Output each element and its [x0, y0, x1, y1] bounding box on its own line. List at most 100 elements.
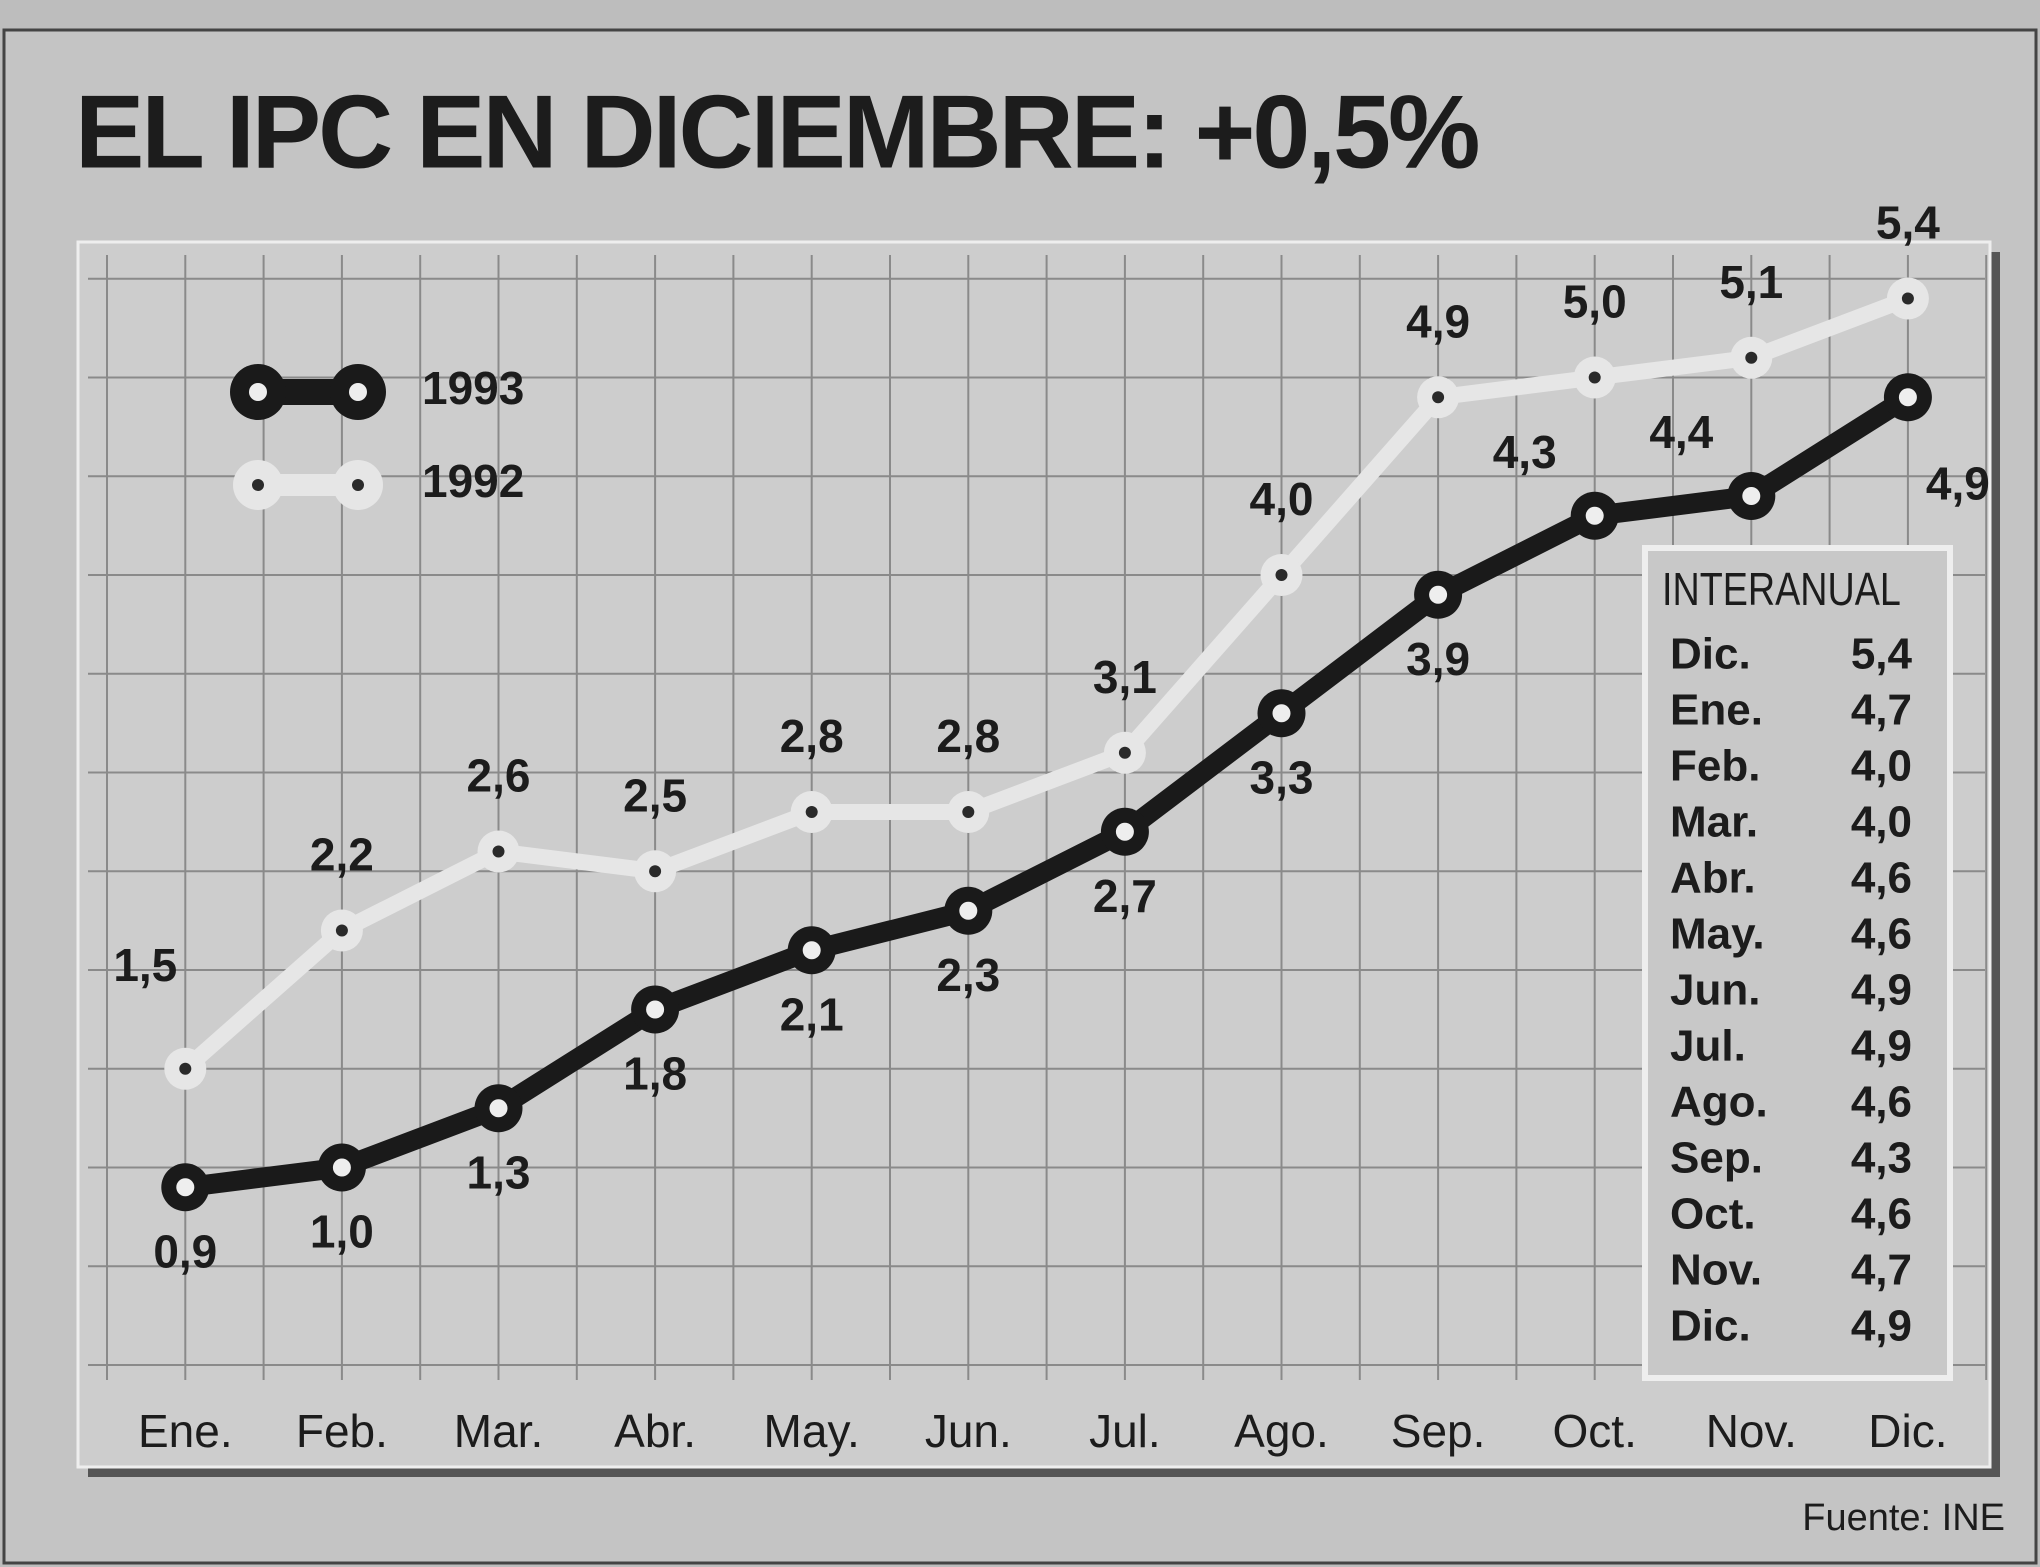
inset-value: 5,4	[1851, 630, 1913, 679]
point-center	[1115, 822, 1134, 841]
inset-month: Abr.	[1670, 854, 1756, 903]
point-center	[1745, 351, 1758, 364]
data-label: 5,4	[1876, 197, 1940, 249]
inset-month: Oct.	[1670, 1190, 1756, 1239]
inset-value: 4,9	[1851, 1302, 1912, 1351]
inset-value: 4,6	[1851, 910, 1912, 959]
point-center	[646, 1000, 665, 1019]
x-tick-label: Ago.	[1234, 1405, 1329, 1457]
series-line	[175, 387, 1918, 1198]
data-label: 1,0	[310, 1206, 374, 1258]
point-center	[1901, 292, 1914, 305]
inset-month: Ago.	[1670, 1078, 1768, 1127]
inset-month: Sep.	[1670, 1134, 1763, 1183]
point-center	[1432, 391, 1445, 404]
x-tick-label: Sep.	[1391, 1405, 1486, 1457]
inset-month: Ene.	[1670, 686, 1763, 735]
point-center	[489, 1099, 508, 1118]
x-tick-label: Mar.	[454, 1405, 543, 1457]
x-tick-label: Nov.	[1706, 1405, 1797, 1457]
inset-month: Dic.	[1670, 1302, 1751, 1351]
inset-value: 4,6	[1851, 854, 1912, 903]
data-label: 2,1	[780, 988, 844, 1040]
inset-value: 4,0	[1851, 742, 1912, 791]
source: Fuente: INE	[1802, 1497, 2005, 1539]
data-label: 2,7	[1093, 870, 1157, 922]
point-center	[1272, 704, 1291, 723]
legend-point-center	[352, 479, 364, 491]
marks: Ene. Feb. Mar. Abr. May. Jun. Jul. Ago. Sep. Oct.…	[113, 197, 1990, 1458]
point-center	[1118, 746, 1131, 759]
inset-value: 4,9	[1851, 1022, 1912, 1071]
data-label: 5,0	[1563, 276, 1627, 328]
data-label: 2,6	[467, 750, 531, 802]
inset-value: 4,9	[1851, 966, 1912, 1015]
data-label: 2,8	[936, 710, 1000, 762]
data-label: 4,0	[1250, 473, 1314, 525]
x-tick-label: Jul.	[1089, 1405, 1161, 1457]
point-center	[1742, 487, 1761, 505]
point-center	[1429, 585, 1448, 604]
legend-point-center	[252, 479, 264, 491]
x-tick-label: Abr.	[614, 1405, 696, 1457]
point-center	[492, 845, 505, 858]
chart-title: EL IPC EN DICIEMBRE: +0,5%	[75, 74, 1478, 190]
inset-title: INTERANUAL	[1662, 564, 1901, 615]
data-label: 1,5	[113, 939, 177, 991]
inset-table: INTERANUAL Dic. 5,4 Ene. 4,7 Feb. 4,0 Mar. 4,0 Ab…	[1662, 564, 1913, 1351]
inset-month: Jun.	[1670, 966, 1760, 1015]
data-label: 2,3	[936, 949, 1000, 1001]
inset-value: 4,7	[1851, 1246, 1912, 1295]
x-tick-label: Oct.	[1553, 1405, 1637, 1457]
legend-point-center	[249, 383, 267, 401]
x-tick-label: Jun.	[925, 1405, 1012, 1457]
data-label: 0,9	[153, 1225, 217, 1277]
data-label: 2,5	[623, 769, 687, 821]
x-tick-label: Feb.	[296, 1405, 388, 1457]
inset-value: 4,3	[1851, 1134, 1912, 1183]
inset-value: 4,0	[1851, 798, 1912, 847]
data-label: 3,9	[1406, 633, 1470, 685]
point-center	[332, 1158, 351, 1177]
data-label: 1,3	[467, 1146, 531, 1198]
point-center	[1585, 506, 1604, 525]
data-label: 2,2	[310, 829, 374, 881]
inset-month: Jul.	[1670, 1022, 1746, 1071]
inset-month: Feb.	[1670, 742, 1760, 791]
inset-month: Mar.	[1670, 798, 1758, 847]
legend-point-center	[349, 383, 367, 401]
inset-month: Dic.	[1670, 630, 1751, 679]
x-tick-label: Dic.	[1868, 1405, 1947, 1457]
x-tick-label: Ene.	[138, 1405, 233, 1457]
series-line	[177, 290, 1916, 1077]
point-center	[179, 1062, 192, 1075]
inset-month: Nov.	[1670, 1246, 1762, 1295]
x-tick-label: May.	[764, 1405, 860, 1457]
data-label: 4,4	[1649, 406, 1713, 458]
point-center	[805, 806, 818, 818]
point-center	[962, 806, 975, 818]
data-label: 4,9	[1406, 295, 1470, 347]
point-center	[649, 865, 662, 878]
point-center	[1588, 371, 1601, 384]
inset-month: May.	[1670, 910, 1765, 959]
data-label: 3,1	[1093, 651, 1157, 703]
inset-value: 4,6	[1851, 1190, 1912, 1239]
data-label: 2,8	[780, 710, 844, 762]
inset-box	[1642, 545, 1953, 1381]
inset-value: 4,7	[1851, 686, 1912, 735]
data-label: 1,8	[623, 1048, 687, 1100]
inset-value: 4,6	[1851, 1078, 1912, 1127]
data-label: 5,1	[1719, 256, 1783, 308]
legend-label: 1992	[422, 455, 524, 507]
point-center	[802, 941, 821, 960]
data-label: 4,3	[1493, 426, 1557, 478]
point-center	[335, 924, 348, 937]
point-center	[959, 901, 978, 920]
data-label: 4,9	[1926, 457, 1990, 509]
point-center	[1275, 569, 1288, 581]
legend-label: 1993	[422, 362, 524, 414]
point-center	[176, 1178, 195, 1197]
